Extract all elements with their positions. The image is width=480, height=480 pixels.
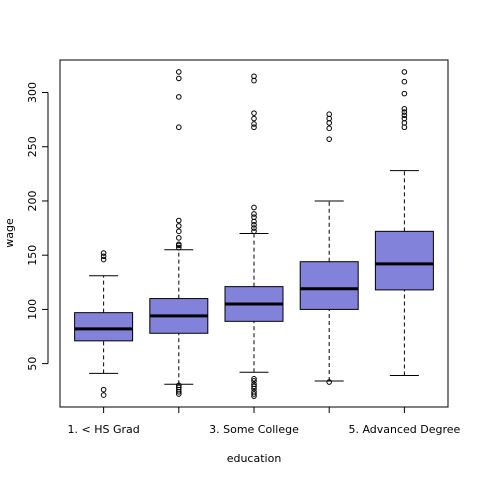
outlier-point bbox=[326, 379, 332, 385]
box-group bbox=[224, 73, 284, 399]
outlier-point bbox=[251, 391, 257, 397]
outlier-point bbox=[326, 125, 332, 132]
outlier-point bbox=[176, 69, 182, 75]
outlier-point bbox=[251, 376, 257, 382]
outlier-point bbox=[251, 121, 257, 127]
outlier-point bbox=[176, 244, 182, 251]
outlier-point bbox=[326, 136, 332, 142]
outlier-point bbox=[176, 75, 182, 82]
outlier-point bbox=[401, 105, 408, 112]
outlier-point bbox=[401, 115, 408, 122]
outlier-point bbox=[176, 384, 182, 391]
y-tick-label: 300 bbox=[26, 82, 39, 103]
outlier-point bbox=[251, 211, 257, 217]
outlier-point bbox=[251, 204, 257, 211]
y-tick-label: 100 bbox=[26, 299, 39, 320]
x-tick-label: 5. Advanced Degree bbox=[348, 423, 460, 436]
outlier-point bbox=[401, 90, 408, 97]
outlier-point bbox=[251, 389, 257, 395]
y-axis: 50 100 150 200 250 300 bbox=[26, 82, 49, 371]
outlier-point bbox=[401, 109, 408, 115]
box bbox=[374, 230, 434, 291]
x-tick-label: 1. < HS Grad bbox=[67, 423, 139, 436]
outlier-point bbox=[251, 73, 257, 80]
outlier-point bbox=[251, 124, 257, 131]
outlier-point bbox=[251, 225, 257, 231]
outlier-point bbox=[251, 378, 257, 384]
y-tick-label: 200 bbox=[26, 190, 39, 211]
box bbox=[74, 312, 134, 342]
outlier-point bbox=[251, 228, 257, 235]
y-tick-label: 150 bbox=[26, 245, 39, 266]
outlier-point bbox=[401, 69, 408, 75]
outlier-point bbox=[100, 250, 107, 256]
outlier-point bbox=[176, 228, 182, 235]
outlier-point bbox=[100, 386, 107, 393]
outlier-point bbox=[251, 110, 257, 116]
outlier-point bbox=[176, 217, 182, 224]
outlier-point bbox=[176, 235, 182, 241]
outlier-point bbox=[100, 256, 107, 263]
y-tick-label: 50 bbox=[26, 357, 39, 371]
box bbox=[299, 261, 359, 310]
x-tick-label: 3. Some College bbox=[209, 423, 299, 436]
y-tick-label: 250 bbox=[26, 136, 39, 157]
outlier-point bbox=[176, 382, 182, 389]
box-group bbox=[74, 250, 134, 398]
outlier-point bbox=[176, 223, 182, 229]
outlier-point bbox=[176, 94, 182, 100]
outlier-point bbox=[176, 124, 182, 131]
box-group bbox=[149, 69, 209, 397]
outlier-point bbox=[251, 383, 257, 390]
outlier-point bbox=[251, 222, 257, 228]
outlier-point bbox=[251, 381, 257, 388]
outlier-point bbox=[176, 241, 182, 248]
box-group bbox=[374, 69, 434, 377]
outlier-point bbox=[100, 392, 107, 398]
boxes bbox=[74, 69, 434, 399]
box-group bbox=[299, 111, 359, 385]
outlier-point bbox=[401, 78, 408, 85]
outlier-point bbox=[251, 115, 257, 122]
x-axis-label: education bbox=[227, 452, 282, 465]
x-axis: 1. < HS Grad 3. Some College 5. Advanced D… bbox=[67, 406, 461, 436]
outlier-point bbox=[251, 214, 257, 221]
outlier-point bbox=[326, 111, 332, 118]
outlier-point bbox=[401, 112, 408, 119]
y-axis-label: wage bbox=[3, 218, 16, 248]
outlier-point bbox=[100, 253, 107, 260]
